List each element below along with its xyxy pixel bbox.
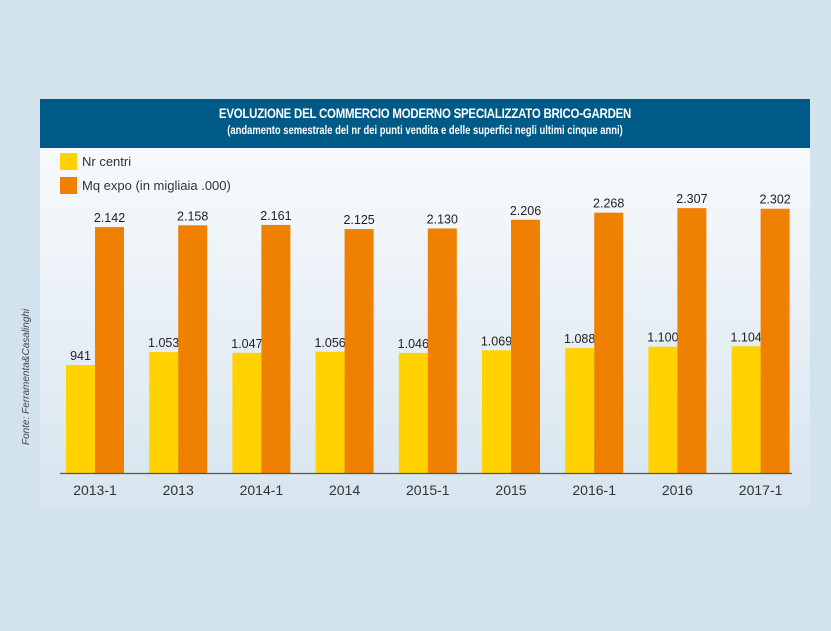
bar-mq-expo — [427, 228, 457, 473]
bar-nr-centri — [482, 350, 511, 473]
data-label-mq-expo: 2.158 — [177, 209, 208, 223]
legend-item-nr-centri: Nr centri — [60, 152, 131, 170]
bar-mq-expo — [344, 229, 374, 473]
bar-nr-centri — [315, 351, 345, 473]
bar-nr-centri — [565, 348, 595, 473]
data-label-mq-expo: 2.142 — [94, 211, 125, 225]
data-label-nr-centri: 1.104 — [730, 330, 761, 344]
data-label-nr-centri: 1.100 — [647, 331, 678, 345]
data-label-nr-centri: 1.046 — [398, 337, 429, 351]
bar-nr-centri — [232, 352, 262, 473]
legend-label-mq-expo: Mq expo (in migliaia .000) — [82, 177, 231, 193]
bar-mq-expo — [760, 208, 790, 473]
legend-swatch-mq-expo — [60, 176, 77, 194]
data-label-nr-centri: 1.056 — [314, 336, 345, 350]
x-tick-label: 2013 — [163, 482, 194, 498]
data-label-mq-expo: 2.161 — [260, 209, 291, 223]
chart-header: EVOLUZIONE DEL COMMERCIO MODERNO SPECIAL… — [40, 99, 810, 148]
data-label-mq-expo: 2.302 — [759, 193, 790, 207]
chart-subtitle: (andamento semestrale del nr dei punti v… — [227, 125, 623, 137]
bar-nr-centri — [648, 346, 678, 473]
bar-mq-expo — [511, 219, 540, 473]
x-tick-label: 2013-1 — [73, 482, 117, 498]
bar-mq-expo — [95, 227, 124, 473]
x-tick-label: 2016 — [662, 482, 693, 498]
data-label-mq-expo: 2.206 — [510, 204, 541, 218]
chart-title: EVOLUZIONE DEL COMMERCIO MODERNO SPECIAL… — [218, 105, 632, 121]
x-tick-label: 2015 — [495, 482, 526, 498]
data-label-nr-centri: 941 — [70, 349, 91, 363]
bar-nr-centri — [398, 352, 428, 473]
x-tick-label: 2014-1 — [240, 482, 284, 498]
bar-mq-expo — [178, 225, 208, 473]
bar-mq-expo — [261, 224, 291, 473]
data-label-nr-centri: 1.088 — [564, 332, 595, 346]
bar-nr-centri — [149, 352, 179, 473]
x-tick-label: 2017-1 — [739, 482, 783, 498]
x-tick-label: 2016-1 — [572, 482, 616, 498]
bar-nr-centri — [731, 346, 761, 473]
bar-mq-expo — [677, 208, 707, 473]
source-note: Fonte: Ferramenta&Casalinghi — [21, 308, 32, 445]
data-label-mq-expo: 2.125 — [343, 213, 374, 227]
data-label-nr-centri: 1.053 — [148, 336, 179, 350]
legend-swatch-nr-centri — [60, 152, 77, 170]
x-tick-label: 2014 — [329, 482, 360, 498]
legend-item-mq-expo: Mq expo (in migliaia .000) — [60, 176, 231, 194]
legend-label-nr-centri: Nr centri — [82, 153, 132, 169]
bar-mq-expo — [594, 212, 624, 473]
x-tick-label: 2015-1 — [406, 482, 450, 498]
plot-area: 941 2.142 2013-1 1.053 2.158 2013 1.047 2.161 20… — [60, 192, 792, 498]
data-label-mq-expo: 2.268 — [593, 197, 624, 211]
chart-panel: EVOLUZIONE DEL COMMERCIO MODERNO SPECIAL… — [40, 99, 810, 509]
data-label-mq-expo: 2.130 — [427, 212, 458, 226]
data-label-nr-centri: 1.069 — [481, 334, 512, 348]
data-label-nr-centri: 1.047 — [231, 337, 262, 351]
bar-nr-centri — [66, 364, 95, 473]
data-label-mq-expo: 2.307 — [676, 192, 707, 206]
